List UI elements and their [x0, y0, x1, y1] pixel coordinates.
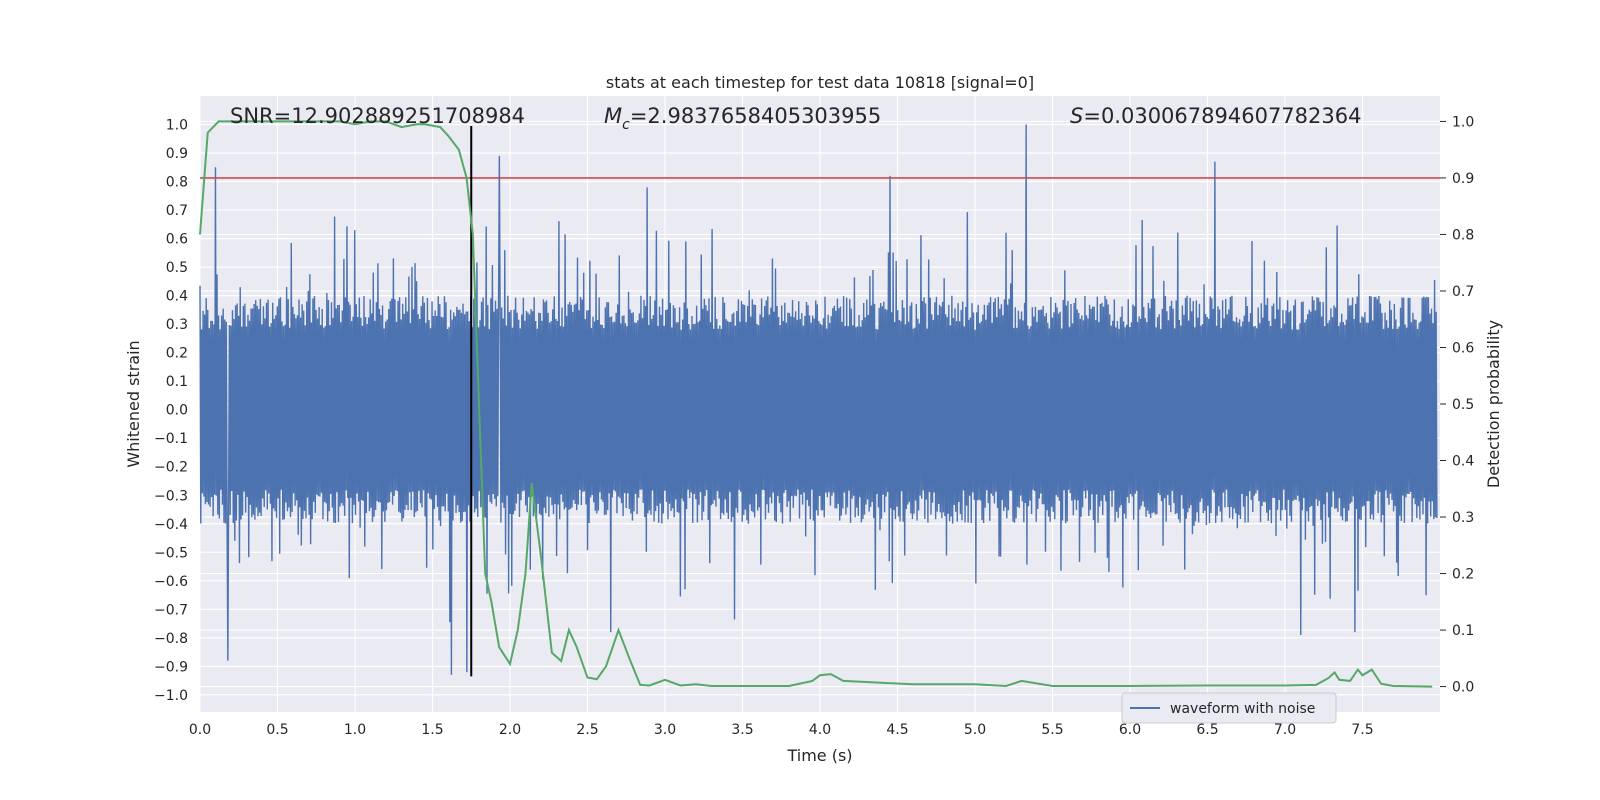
y-right-tick-label: 0.8: [1452, 227, 1474, 243]
x-tick-label: 0.0: [189, 722, 211, 738]
x-tick-label: 1.5: [421, 722, 443, 738]
y-left-tick-label: −0.8: [154, 631, 188, 647]
x-axis-label: Time (s): [786, 746, 852, 765]
y-right-tick-label: 0.1: [1452, 623, 1474, 639]
chirp-mass-symbol: M: [604, 104, 622, 128]
y-left-tick-label: 0.4: [166, 289, 188, 305]
y-left-tick-label: 0.8: [166, 175, 188, 191]
y-left-tick-label: −1.0: [154, 688, 188, 704]
legend: waveform with noise: [1121, 692, 1337, 724]
x-tick-label: 6.5: [1196, 722, 1218, 738]
y-right-tick-label: 0.2: [1452, 567, 1474, 583]
score-annotation: S=0.030067894607782364: [1070, 104, 1361, 128]
y-right-ticks: 1.0 0.9 0.8 0.7 0.6 0.5 0.4 0.3 0.2 0.1 0.0: [1440, 114, 1474, 696]
snr-annotation: SNR=12.902889251708984: [230, 104, 525, 128]
y-left-tick-label: 0.6: [166, 232, 188, 248]
y-left-tick-label: 1.0: [166, 118, 188, 134]
y-left-axis-label: Whitened strain: [124, 340, 143, 467]
x-tick-label: 0.5: [266, 722, 288, 738]
y-left-tick-label: 0.7: [166, 203, 188, 219]
y-left-tick-label: −0.6: [154, 574, 188, 590]
y-right-tick-label: 0.3: [1452, 510, 1474, 526]
x-tick-label: 2.5: [576, 722, 598, 738]
legend-box: [1121, 692, 1337, 724]
x-tick-label: 3.0: [654, 722, 676, 738]
y-left-tick-label: −0.7: [154, 602, 188, 618]
chirp-mass-subscript: c: [622, 117, 630, 133]
x-tick-label: 7.0: [1274, 722, 1296, 738]
x-tick-label: 4.0: [809, 722, 831, 738]
waveform-line: [199, 124, 1438, 675]
score-symbol: S: [1070, 104, 1083, 128]
x-tick-label: 7.5: [1351, 722, 1373, 738]
chirp-mass-value: =2.9837658405303955: [630, 104, 881, 128]
y-left-tick-label: 0.2: [166, 346, 188, 362]
y-left-tick-label: 0.3: [166, 317, 188, 333]
y-left-tick-label: −0.2: [154, 460, 188, 476]
x-tick-label: 1.0: [344, 722, 366, 738]
x-ticks: 0.0 0.5 1.0 1.5 2.0 2.5 3.0 3.5 4.0 4.5 5.0 5.5 6.0 6…: [189, 722, 1374, 738]
y-right-axis-label: Detection probability: [1484, 320, 1503, 488]
y-right-tick-label: 0.5: [1452, 397, 1474, 413]
y-left-tick-label: −0.4: [154, 517, 188, 533]
x-tick-label: 4.5: [886, 722, 908, 738]
chart-title: stats at each timestep for test data 108…: [606, 73, 1034, 92]
y-right-tick-label: 0.7: [1452, 284, 1474, 300]
chirp-mass-annotation: Mc=2.9837658405303955: [604, 104, 881, 133]
x-tick-label: 3.5: [731, 722, 753, 738]
y-left-ticks: 1.0 0.9 0.8 0.7 0.6 0.5 0.4 0.3 0.2 0.1 0.0 −0.1 −0.…: [154, 118, 188, 704]
y-right-tick-label: 0.6: [1452, 340, 1474, 356]
y-right-tick-label: 0.9: [1452, 171, 1474, 187]
x-tick-label: 2.0: [499, 722, 521, 738]
y-left-tick-label: −0.3: [154, 488, 188, 504]
legend-label: waveform with noise: [1170, 701, 1315, 717]
y-left-tick-label: 0.0: [166, 403, 188, 419]
y-right-tick-label: 0.4: [1452, 454, 1474, 470]
probability-series: [199, 120, 1433, 688]
y-left-tick-label: −0.1: [154, 431, 188, 447]
y-left-tick-label: 0.1: [166, 374, 188, 390]
x-tick-label: 5.0: [964, 722, 986, 738]
y-left-tick-label: −0.9: [154, 659, 188, 675]
y-right-tick-label: 1.0: [1452, 114, 1474, 130]
x-tick-label: 5.5: [1041, 722, 1063, 738]
y-left-tick-label: 0.5: [166, 260, 188, 276]
y-left-tick-label: −0.5: [154, 545, 188, 561]
waveform-series: [199, 124, 1438, 675]
y-left-tick-label: 0.9: [166, 146, 188, 162]
y-right-tick-label: 0.0: [1452, 680, 1474, 696]
score-value: =0.030067894607782364: [1083, 104, 1361, 128]
x-tick-label: 6.0: [1119, 722, 1141, 738]
